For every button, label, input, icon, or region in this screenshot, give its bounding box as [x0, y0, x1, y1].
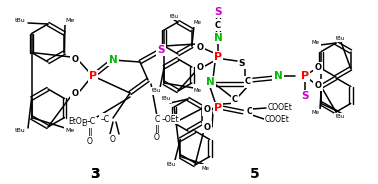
Text: –C: –C	[101, 114, 110, 123]
Text: tBu: tBu	[15, 19, 25, 24]
Text: O: O	[203, 123, 211, 132]
Text: COOEt: COOEt	[265, 116, 290, 125]
Text: Me: Me	[312, 40, 320, 45]
Text: O: O	[203, 105, 211, 114]
Text: S: S	[301, 91, 309, 101]
Text: P: P	[301, 71, 309, 81]
Text: P: P	[214, 103, 222, 113]
Text: S: S	[239, 59, 245, 68]
Text: tBu: tBu	[335, 36, 345, 40]
Text: O: O	[314, 63, 322, 72]
Text: Me: Me	[201, 165, 209, 171]
Text: O: O	[197, 63, 203, 72]
Text: O: O	[197, 43, 203, 52]
Text: N: N	[108, 55, 118, 65]
Text: C: C	[245, 77, 251, 86]
Text: ‖: ‖	[88, 128, 93, 138]
Text: N: N	[274, 71, 282, 81]
Text: tBu: tBu	[15, 128, 25, 132]
Text: C: C	[246, 107, 252, 116]
Text: P: P	[214, 52, 222, 62]
Text: Me: Me	[312, 111, 320, 116]
Text: S: S	[214, 7, 222, 17]
Text: 3: 3	[90, 167, 100, 181]
Text: N: N	[206, 77, 214, 87]
Text: EtO: EtO	[81, 118, 95, 128]
Text: C: C	[215, 20, 221, 29]
Text: P: P	[89, 71, 97, 81]
Text: 5: 5	[250, 167, 260, 181]
Text: 3: 3	[90, 167, 100, 181]
Text: C: C	[232, 95, 238, 105]
Text: Me: Me	[194, 89, 202, 93]
Text: O: O	[110, 135, 116, 144]
Text: O: O	[314, 81, 322, 89]
Text: COOEt: COOEt	[268, 103, 293, 112]
Text: tBu: tBu	[166, 162, 176, 167]
Text: EtO: EtO	[68, 118, 82, 127]
Text: Me: Me	[194, 20, 202, 26]
Text: S: S	[157, 45, 165, 55]
Text: O: O	[154, 134, 160, 142]
Text: tBu: tBu	[151, 89, 161, 93]
Text: N: N	[214, 33, 222, 43]
Text: tBu: tBu	[161, 96, 170, 102]
Text: O: O	[71, 56, 79, 65]
Text: Me: Me	[65, 19, 74, 24]
Text: –C: –C	[87, 118, 96, 127]
Text: ‖: ‖	[155, 125, 160, 135]
Text: tBu: tBu	[169, 13, 179, 19]
Text: O: O	[87, 137, 93, 146]
Text: O: O	[71, 89, 79, 98]
Text: tBu: tBu	[335, 114, 345, 119]
Text: C: C	[155, 114, 160, 123]
Text: Me: Me	[65, 128, 74, 132]
Text: –OEt: –OEt	[162, 114, 180, 123]
